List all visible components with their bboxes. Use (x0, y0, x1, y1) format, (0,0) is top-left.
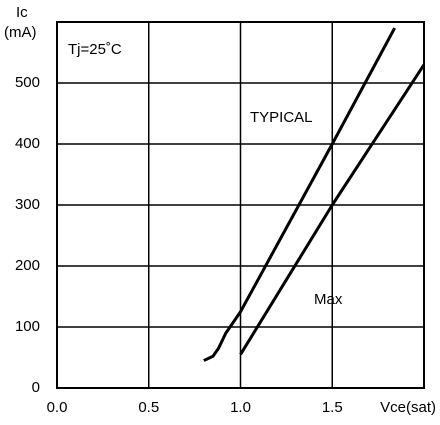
y-tick-label: 200 (15, 257, 40, 274)
y-tick-label: 500 (15, 74, 40, 91)
series-label: Max (314, 291, 343, 308)
line-series (203, 27, 396, 362)
x-tick-label: 0.0 (47, 399, 68, 416)
annotation: Tj=25˚C (68, 41, 122, 58)
x-tick-label: 1.0 (230, 399, 251, 416)
y-axis-label: Ic (16, 4, 28, 21)
x-axis-label: Vce(sat) (380, 399, 436, 416)
x-tick-label: 0.5 (138, 399, 159, 416)
line-series (239, 63, 426, 356)
x-tick-label: 1.5 (322, 399, 343, 416)
y-tick-label: 400 (15, 135, 40, 152)
y-tick-label: 300 (15, 196, 40, 213)
y-tick-label: 100 (15, 318, 40, 335)
series-label: TYPICAL (250, 109, 313, 126)
annotation-box (59, 24, 148, 74)
y-axis-unit: (mA) (4, 24, 37, 41)
y-tick-label: 0 (32, 379, 40, 396)
